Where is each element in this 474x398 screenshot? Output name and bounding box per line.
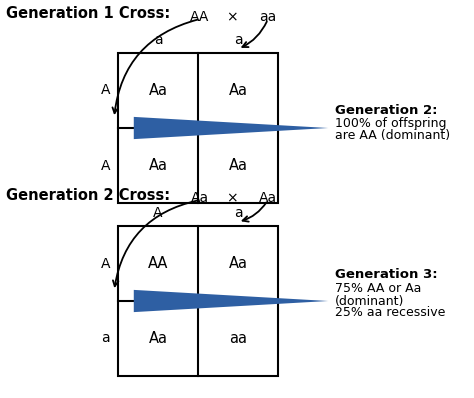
Text: 25% aa recessive: 25% aa recessive — [335, 306, 446, 320]
Text: 75% AA or Aa: 75% AA or Aa — [335, 283, 421, 295]
Text: AA: AA — [148, 256, 168, 271]
Text: Aa: Aa — [191, 191, 209, 205]
Text: aa: aa — [229, 331, 247, 346]
Text: A: A — [100, 256, 110, 271]
Text: aa: aa — [259, 10, 277, 24]
Text: 100% of offspring: 100% of offspring — [335, 117, 447, 129]
Text: Aa: Aa — [228, 158, 247, 173]
Bar — [118, 53, 278, 203]
Text: AA: AA — [191, 10, 210, 24]
Text: Aa: Aa — [148, 158, 167, 173]
Text: ×: × — [226, 10, 238, 24]
Bar — [118, 226, 278, 376]
Text: Aa: Aa — [148, 331, 167, 346]
Text: a: a — [101, 332, 110, 345]
Text: Aa: Aa — [228, 256, 247, 271]
Text: A: A — [153, 206, 163, 220]
Text: Generation 2 Cross:: Generation 2 Cross: — [6, 188, 170, 203]
Text: are AA (dominant): are AA (dominant) — [335, 129, 450, 142]
Text: A: A — [100, 158, 110, 172]
Text: Generation 2:: Generation 2: — [335, 103, 438, 117]
Text: Aa: Aa — [148, 83, 167, 98]
Text: a: a — [234, 206, 242, 220]
Text: a: a — [154, 33, 162, 47]
Text: Generation 3:: Generation 3: — [335, 269, 438, 281]
Text: A: A — [100, 84, 110, 98]
Text: Generation 1 Cross:: Generation 1 Cross: — [6, 6, 170, 21]
Text: ×: × — [226, 191, 238, 205]
Text: (dominant): (dominant) — [335, 295, 404, 308]
Text: a: a — [234, 33, 242, 47]
Text: Aa: Aa — [259, 191, 277, 205]
Text: Aa: Aa — [228, 83, 247, 98]
